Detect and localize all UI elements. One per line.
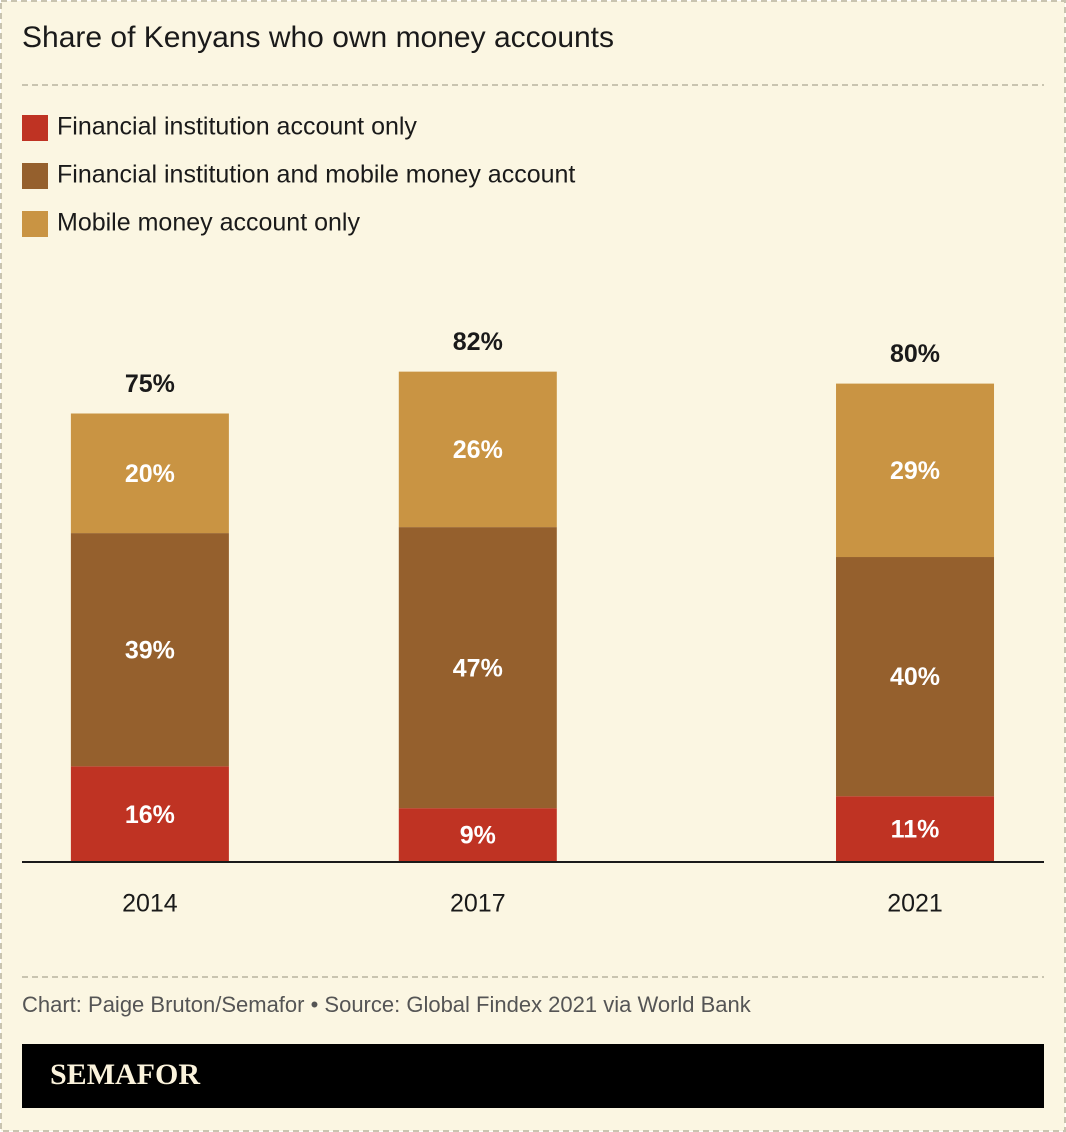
bar-segment [836, 383, 995, 558]
segment-label: 29% [890, 457, 940, 485]
legend-swatch [22, 115, 48, 141]
segment-label: 39% [125, 636, 175, 664]
x-tick-label: 2014 [122, 890, 178, 918]
segment-label: 11% [891, 816, 940, 844]
segment-label: 16% [125, 801, 175, 829]
bar-segment [70, 766, 229, 862]
bar-segment [70, 533, 229, 767]
chart-title: Share of Kenyans who own money accounts [22, 21, 614, 54]
legend-swatch [22, 211, 48, 237]
bar-segment [398, 527, 557, 809]
segment-label: 9% [460, 822, 496, 850]
legend-label: Financial institution and mobile money a… [57, 161, 575, 189]
x-tick-label: 2017 [450, 890, 506, 918]
bar-segment [398, 371, 557, 528]
total-label: 75% [125, 370, 175, 398]
x-tick-label: 2021 [887, 890, 943, 918]
brand: SEMAFOR [50, 1058, 200, 1091]
bar-segment [70, 413, 229, 534]
segment-label: 20% [125, 460, 175, 488]
brand-bar [22, 1044, 1044, 1108]
bar-segment [836, 557, 995, 797]
total-label: 82% [453, 328, 503, 356]
segment-label: 26% [453, 436, 503, 464]
legend-label: Financial institution account only [57, 113, 417, 141]
legend-swatch [22, 163, 48, 189]
total-label: 80% [890, 340, 940, 368]
source: Chart: Paige Bruton/Semafor • Source: Gl… [22, 992, 752, 1017]
bar-segment [398, 808, 557, 862]
legend-label: Mobile money account only [57, 209, 360, 237]
segment-label: 40% [890, 663, 940, 691]
bar-segment [836, 796, 995, 862]
segment-label: 47% [453, 654, 503, 682]
